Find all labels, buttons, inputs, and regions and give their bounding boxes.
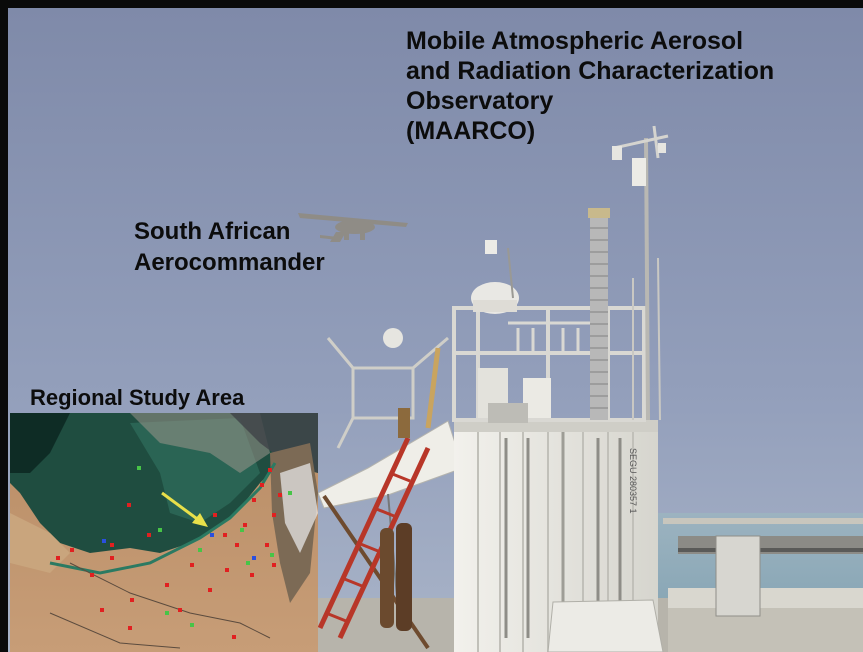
observatory-caption-line: and Radiation Characterization: [406, 57, 775, 85]
site-marker: [235, 543, 239, 547]
observatory-photo: SEGU 280357 1: [8, 8, 863, 652]
site-marker: [102, 539, 106, 543]
site-marker: [223, 533, 227, 537]
site-marker: [147, 533, 151, 537]
site-marker: [190, 623, 194, 627]
observatory-caption-line: (MAARCO): [406, 117, 536, 145]
site-marker: [90, 573, 94, 577]
observatory-caption-line: Mobile Atmospheric Aerosol: [406, 27, 744, 55]
coastline: [49, 462, 277, 575]
site-marker: [158, 528, 162, 532]
site-marker: [56, 556, 60, 560]
observatory-caption: Mobile Atmospheric Aerosol and Radiation…: [406, 26, 774, 146]
site-marker: [270, 553, 274, 557]
scene-illustration: SEGU 280357 1: [8, 8, 863, 652]
site-marker: [243, 523, 247, 527]
site-marker: [165, 611, 169, 615]
border-line: [69, 562, 271, 639]
site-marker: [272, 513, 276, 517]
site-marker: [240, 528, 244, 532]
site-marker: [110, 556, 114, 560]
site-marker: [213, 513, 217, 517]
cover-panel: [547, 599, 664, 652]
site-marker: [70, 548, 74, 552]
site-marker: [250, 573, 254, 577]
map-title: Regional Study Area: [30, 385, 245, 410]
aircraft-caption-line: South African: [134, 218, 291, 245]
deck-railing: [668, 588, 863, 608]
site-marker: [130, 598, 134, 602]
observatory-caption-line: Observatory: [406, 87, 554, 115]
measurement-sites: [56, 466, 292, 639]
site-marker: [272, 563, 276, 567]
site-marker: [128, 626, 132, 630]
site-marker: [165, 583, 169, 587]
site-marker: [127, 503, 131, 507]
site-marker: [288, 491, 292, 495]
gas-cylinder: [380, 528, 394, 628]
site-marker: [100, 608, 104, 612]
site-marker: [246, 561, 250, 565]
aircraft-caption: South African Aerocommander: [134, 216, 325, 278]
site-marker: [208, 588, 212, 592]
air-inlet-duct: [588, 208, 610, 420]
site-marker: [265, 543, 269, 547]
equipment-cabinet: [715, 535, 761, 617]
pier-far: [663, 518, 863, 524]
site-marker: [210, 533, 214, 537]
site-marker: [260, 483, 264, 487]
aircraft-caption-line: Aerocommander: [134, 249, 325, 276]
site-marker: [198, 548, 202, 552]
site-marker: [225, 568, 229, 572]
site-marker: [252, 498, 256, 502]
aircraft: [298, 213, 408, 242]
site-marker: [137, 466, 141, 470]
site-marker: [190, 563, 194, 567]
container: [454, 420, 658, 652]
site-marker: [178, 608, 182, 612]
weather-mast: [612, 125, 669, 421]
site-marker: [110, 543, 114, 547]
site-marker: [232, 635, 236, 639]
container-marking: SEGU 280357 1: [628, 448, 638, 514]
location-arrow: [161, 491, 208, 527]
site-marker: [252, 556, 256, 560]
site-marker: [278, 493, 282, 497]
site-marker: [268, 468, 272, 472]
